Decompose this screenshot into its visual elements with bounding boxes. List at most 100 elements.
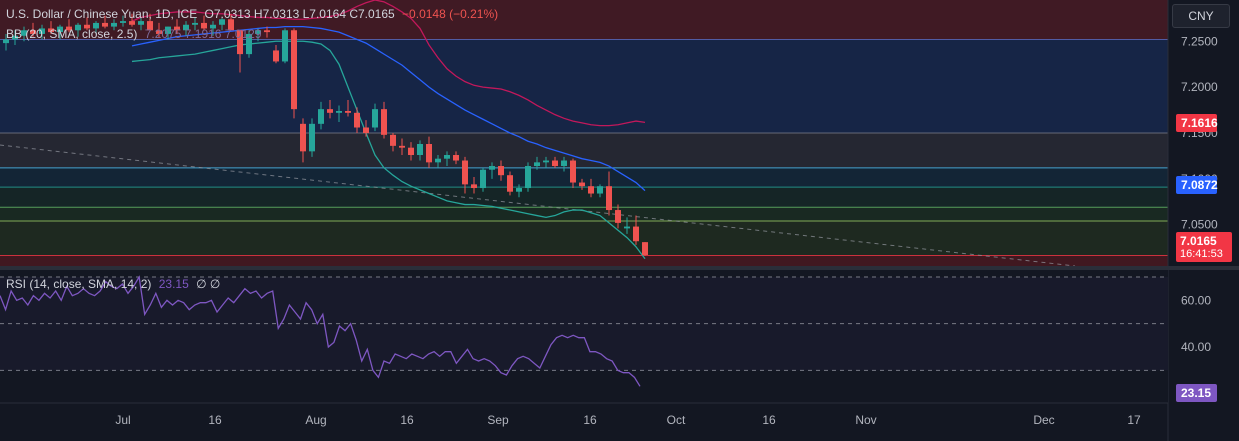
candle-body [138, 21, 144, 25]
time-tick-label: Dec [1033, 413, 1054, 427]
time-tick-label: 16 [400, 413, 414, 427]
candle-body [606, 186, 612, 211]
candle-body [3, 39, 9, 44]
bb-upper-tag: 7.1616 [1176, 114, 1218, 132]
candle-body [165, 26, 171, 34]
candle-body [111, 22, 117, 27]
candle-body [300, 123, 306, 152]
candle-body [102, 22, 108, 27]
fib-zone [0, 221, 1168, 256]
currency-button[interactable]: CNY [1172, 4, 1230, 28]
bb-label: BB (20, SMA, close, 2.5) [6, 27, 138, 41]
candle-body [399, 145, 405, 148]
last-price: 7.0165 [1180, 234, 1217, 248]
candle-body [552, 160, 558, 167]
price-tick-label: 7.2000 [1181, 80, 1218, 94]
price-tick-label: 7.2500 [1181, 34, 1218, 48]
candle-body [480, 169, 486, 189]
candle-body [471, 184, 477, 189]
candle-body [426, 144, 432, 163]
candle-body [525, 166, 531, 189]
candle-body [228, 19, 234, 31]
candle-body [39, 28, 45, 34]
fib-zone [0, 207, 1168, 222]
bb-middle-line [131, 25, 646, 192]
candle-body [408, 147, 414, 156]
bb-lower-line [131, 40, 646, 260]
candle-body [354, 112, 360, 128]
candle-body [570, 160, 576, 183]
candle-body [309, 123, 315, 152]
candle-body [273, 50, 279, 62]
candle-body [66, 26, 72, 31]
rsi-label: RSI (14, close, SMA, 14, 2) [6, 277, 152, 291]
candle-body [489, 166, 495, 170]
candle-body [174, 26, 180, 31]
bb-values: 7.2075 7.1916 7.0129 [144, 27, 262, 41]
time-tick-label: Oct [667, 413, 686, 427]
time-tick-label: 16 [583, 413, 597, 427]
candle-body [561, 160, 567, 167]
symbol-title: U.S. Dollar / Chinese Yuan, 1D, ICE [6, 7, 198, 21]
candle-body [291, 30, 297, 110]
candle-body [624, 226, 630, 229]
candle-body [444, 155, 450, 159]
candle-body [201, 22, 207, 29]
candle-body [282, 30, 288, 62]
candle-body [129, 21, 135, 25]
candle-body [183, 24, 189, 31]
pane-separator [0, 266, 1239, 270]
candle-body [192, 22, 198, 25]
candle-body [579, 182, 585, 187]
candle-body [642, 242, 648, 255]
candle-body [615, 210, 621, 223]
candle-body [498, 166, 504, 176]
rsi-tick-label: 40.00 [1181, 340, 1211, 354]
time-tick-label: 16 [762, 413, 776, 427]
bb-middle-tag: 7.0872 [1176, 176, 1218, 194]
rsi-pane [0, 270, 1168, 403]
candle-body [93, 22, 99, 29]
candle-body [156, 30, 162, 34]
last-price-tag: 7.0165 16:41:53 [1176, 232, 1232, 262]
candle-body [588, 186, 594, 194]
fib-zone [0, 255, 1168, 266]
rsi-header[interactable]: RSI (14, close, SMA, 14, 2) 23.15 ∅ ∅ [6, 277, 224, 291]
candle-body [435, 158, 441, 163]
candle-body [417, 144, 423, 156]
time-tick-label: Aug [305, 413, 326, 427]
candle-body [372, 109, 378, 128]
price-axis [1168, 0, 1239, 441]
candle-body [390, 134, 396, 146]
rsi-line [0, 275, 641, 387]
candle-body [453, 155, 459, 161]
time-tick-label: 16 [208, 413, 222, 427]
candle-body [597, 186, 603, 194]
rsi-extras: ∅ ∅ [196, 277, 221, 291]
time-tick-label: Jul [115, 413, 130, 427]
candle-body [120, 21, 126, 23]
time-tick-label: 17 [1127, 413, 1141, 427]
bb-header[interactable]: BB (20, SMA, close, 2.5) 7.2075 7.1916 7… [6, 27, 266, 41]
fib-zone [0, 39, 1168, 134]
candle-body [237, 30, 243, 55]
candle-body [21, 30, 27, 36]
candle-body [318, 109, 324, 124]
fib-zone [0, 187, 1168, 208]
candle-body [12, 35, 18, 40]
candle-body [30, 30, 36, 34]
candle-body [327, 109, 333, 113]
candle-body [48, 28, 54, 33]
candle-body [246, 33, 252, 55]
bb-upper-line [131, 0, 646, 127]
candle-body [363, 127, 369, 133]
candle-body [462, 160, 468, 185]
fib-zone [0, 167, 1168, 188]
candle-body [633, 226, 639, 242]
candle-body [219, 19, 225, 25]
bar-countdown: 16:41:53 [1180, 248, 1223, 260]
candle-body [210, 24, 216, 29]
ohlc-values: O7.0313 H7.0313 L7.0164 C7.0165 [204, 7, 395, 21]
candle-body [534, 162, 540, 167]
